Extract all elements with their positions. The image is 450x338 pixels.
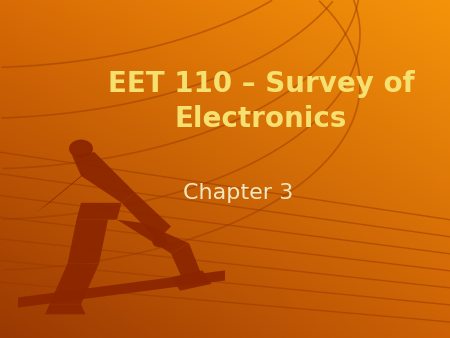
Polygon shape — [122, 193, 171, 240]
Polygon shape — [45, 304, 86, 314]
Polygon shape — [117, 220, 189, 254]
Polygon shape — [171, 270, 212, 291]
Polygon shape — [76, 203, 122, 220]
Text: Chapter 3: Chapter 3 — [184, 183, 293, 203]
Polygon shape — [72, 152, 135, 203]
Polygon shape — [171, 243, 202, 284]
Circle shape — [153, 237, 166, 247]
Polygon shape — [18, 270, 225, 308]
Polygon shape — [68, 220, 108, 264]
Circle shape — [70, 140, 92, 157]
Polygon shape — [50, 264, 99, 304]
Text: EET 110 – Survey of
Electronics: EET 110 – Survey of Electronics — [108, 70, 414, 133]
Polygon shape — [36, 166, 94, 213]
